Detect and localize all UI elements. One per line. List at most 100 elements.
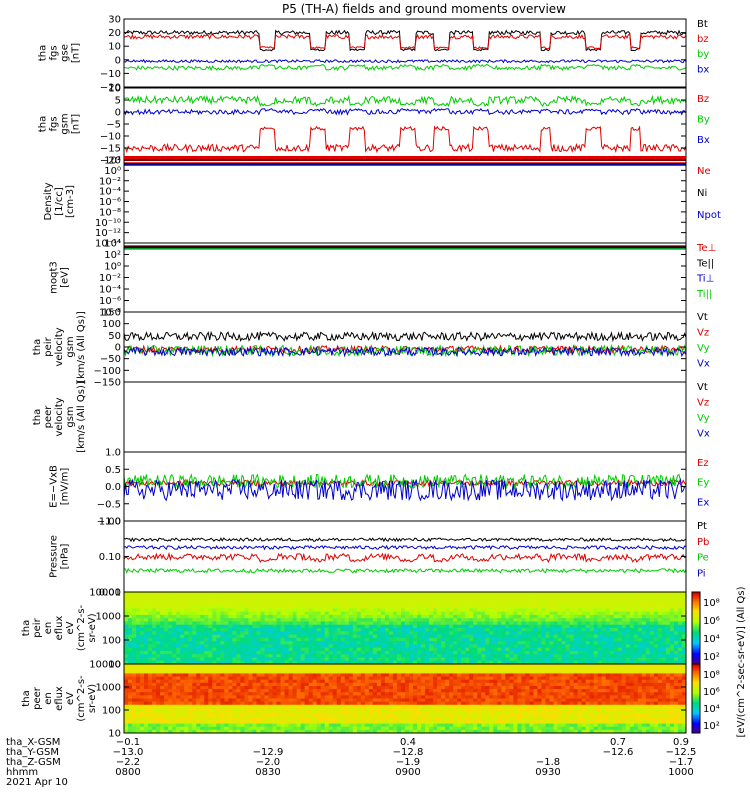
heatmap-cell (388, 614, 394, 619)
heatmap-cell (657, 618, 663, 622)
heatmap-cell (368, 714, 374, 718)
heatmap-cell (625, 660, 631, 665)
heatmap-cell (348, 673, 354, 678)
heatmap-cell (168, 670, 173, 674)
heatmap-cell (437, 657, 442, 662)
heatmap-cell (344, 614, 350, 619)
heatmap-cell (593, 598, 599, 603)
heatmap-cell (272, 701, 278, 706)
heatmap-cell (376, 598, 382, 603)
heatmap-cell (208, 711, 213, 715)
heatmap-cell (340, 726, 346, 731)
heatmap-cell (473, 650, 478, 655)
heatmap-cell (292, 664, 298, 668)
heatmap-cell (212, 654, 217, 658)
heatmap-cell (617, 624, 623, 629)
heatmap-cell (216, 717, 221, 721)
heatmap-cell (380, 637, 386, 642)
heatmap-cell (376, 704, 382, 709)
heatmap-cell (128, 723, 133, 728)
heatmap-cell (204, 695, 209, 699)
heatmap-cell (252, 720, 257, 725)
heatmap-cell (413, 701, 418, 706)
heatmap-cell (388, 682, 394, 687)
heatmap-cell (581, 657, 587, 662)
heatmap-cell (396, 723, 402, 728)
heatmap-cell (617, 595, 623, 600)
heatmap-cell (609, 614, 615, 619)
heatmap-cell (429, 695, 434, 699)
heatmap-cell (324, 720, 330, 725)
heatmap-cell (489, 608, 494, 613)
heatmap-cell (384, 641, 390, 645)
heatmap-cell (565, 647, 571, 652)
heatmap-cell (184, 664, 189, 668)
heatmap-cell (573, 637, 579, 642)
heatmap-cell (152, 641, 157, 645)
heatmap-cell (457, 644, 462, 649)
ytick-label: −0.5 (97, 499, 121, 510)
heatmap-cell (176, 676, 181, 681)
heatmap-cell (388, 654, 394, 658)
heatmap-cell (308, 608, 314, 613)
heatmap-cell (613, 601, 619, 606)
heatmap-cell (469, 657, 474, 662)
heatmap-cell (585, 605, 591, 609)
heatmap-cell (585, 614, 591, 619)
heatmap-cell (597, 654, 603, 658)
heatmap-cell (429, 698, 434, 703)
heatmap-cell (356, 711, 362, 715)
heatmap-cell (184, 644, 189, 649)
heatmap-cell (392, 641, 398, 645)
heatmap-cell (625, 605, 631, 609)
heatmap-cell (368, 628, 374, 632)
heatmap-cell (280, 695, 286, 699)
heatmap-cell (280, 720, 286, 725)
heatmap-cell (292, 611, 298, 616)
heatmap-cell (240, 695, 245, 699)
heatmap-cell (597, 637, 603, 642)
heatmap-cell (136, 614, 141, 619)
heatmap-cell (409, 634, 414, 639)
heatmap-cell (461, 660, 466, 665)
heatmap-cell (384, 634, 390, 639)
heatmap-cell (352, 611, 358, 616)
heatmap-cell (304, 634, 310, 639)
heatmap-cell (316, 714, 322, 718)
heatmap-cell (449, 624, 454, 629)
heatmap-cell (597, 641, 603, 645)
heatmap-cell (304, 682, 310, 687)
heatmap-cell (320, 601, 326, 606)
heatmap-cell (256, 601, 261, 606)
heatmap-cell (457, 618, 462, 622)
heatmap-cell (208, 726, 213, 731)
heatmap-cell (292, 711, 298, 715)
heatmap-cell (525, 654, 530, 658)
heatmap-cell (288, 676, 294, 681)
heatmap-cell (360, 614, 366, 619)
heatmap-cell (461, 657, 466, 662)
heatmap-cell (509, 631, 514, 636)
heatmap-cell (529, 660, 534, 665)
heatmap-cell (609, 611, 615, 616)
heatmap-cell (521, 618, 526, 622)
heatmap-cell (228, 637, 233, 642)
heatmap-cell (380, 664, 386, 668)
heatmap-cell (673, 654, 679, 658)
heatmap-cell (565, 608, 571, 613)
heatmap-cell (665, 647, 671, 652)
heatmap-cell (124, 657, 129, 662)
heatmap-cell (180, 660, 185, 665)
heatmap-cell (497, 637, 502, 642)
heatmap-cell (248, 624, 253, 629)
heatmap-cell (681, 608, 687, 613)
heatmap-cell (364, 689, 370, 693)
heatmap-cell (477, 644, 482, 649)
heatmap-cell (232, 667, 237, 671)
heatmap-cell (625, 631, 631, 636)
heatmap-cell (268, 624, 274, 629)
heatmap-cell (372, 621, 378, 626)
heatmap-cell (509, 637, 514, 642)
heatmap-cell (453, 650, 458, 655)
heatmap-cell (473, 605, 478, 609)
